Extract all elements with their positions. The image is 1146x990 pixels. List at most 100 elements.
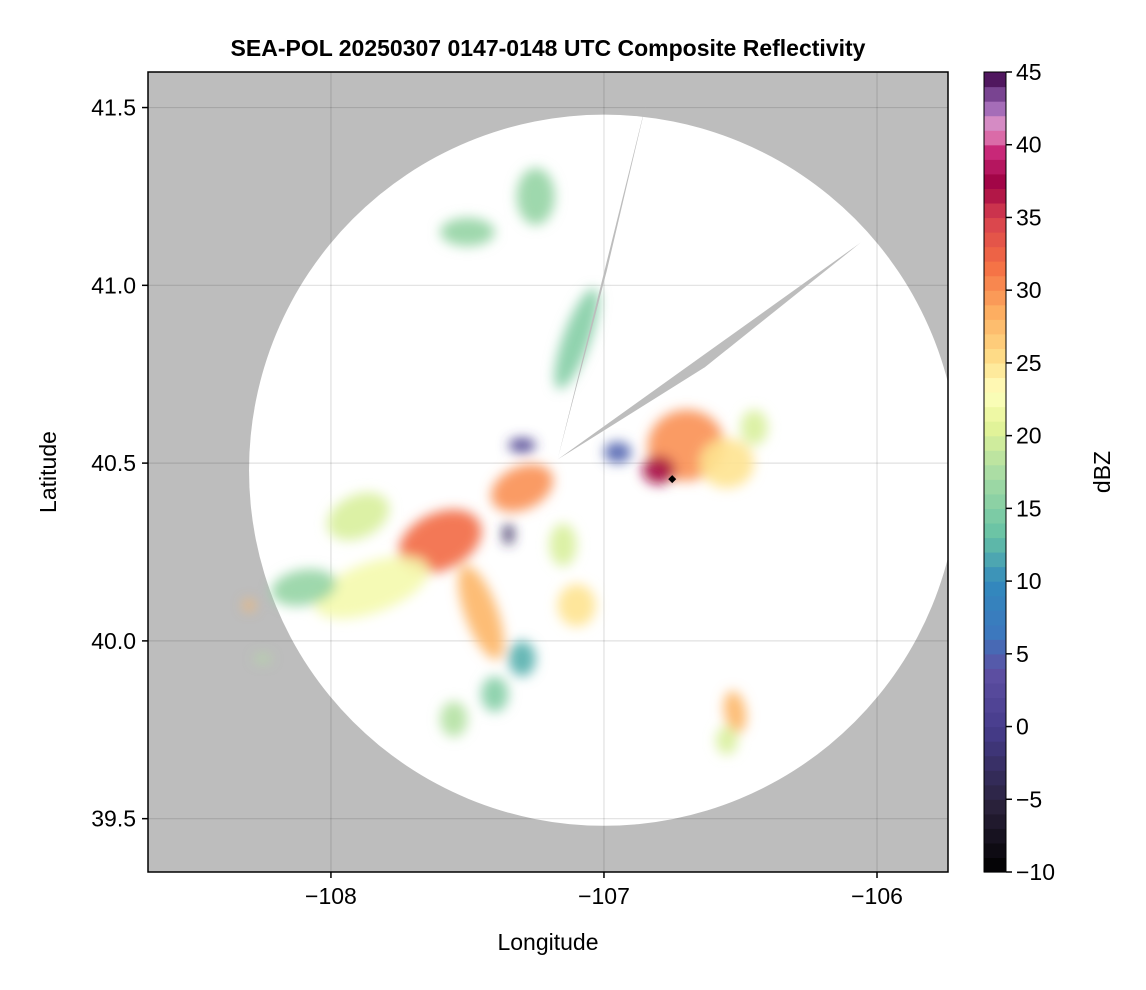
colorbar-segment	[984, 828, 1006, 844]
colorbar-tick-label: 25	[1016, 350, 1042, 376]
colorbar-tick-label: 15	[1016, 495, 1042, 521]
colorbar-segment	[984, 188, 1006, 204]
colorbar-frame	[983, 71, 1007, 873]
plot-area	[148, 72, 948, 872]
colorbar-segment	[984, 392, 1006, 408]
colorbar-segment	[984, 566, 1006, 582]
colorbar-segment	[984, 799, 1006, 815]
reflectivity-cell	[440, 217, 495, 247]
colorbar-segment	[984, 362, 1006, 379]
colorbar-segment	[984, 668, 1006, 684]
reflectivity-cell	[516, 168, 555, 225]
colorbar-segment	[984, 610, 1006, 626]
colorbar-tick-label: 0	[1016, 714, 1029, 740]
colorbar-tick-label: 35	[1016, 204, 1042, 230]
reflectivity-cell	[715, 726, 738, 755]
colorbar-segment	[984, 202, 1006, 219]
colorbar-segment	[984, 682, 1006, 699]
colorbar-segment	[984, 581, 1006, 597]
colorbar-segment	[984, 842, 1006, 859]
colorbar-segment	[984, 421, 1006, 437]
colorbar-segment	[984, 406, 1006, 422]
colorbar-tick-label: −5	[1016, 786, 1042, 812]
colorbar-segment	[984, 653, 1006, 669]
colorbar-segment	[984, 159, 1006, 175]
reflectivity-cell	[398, 509, 482, 574]
blocked-sector	[557, 242, 861, 460]
reflectivity-cells	[243, 168, 768, 755]
colorbar-segment	[984, 770, 1006, 786]
y-axis-label: Latitude	[35, 431, 61, 513]
colorbar-tick-label: 45	[1016, 59, 1042, 85]
colorbar-segment	[984, 624, 1006, 640]
colorbar-segment	[984, 726, 1006, 742]
reflectivity-cell	[557, 584, 596, 627]
colorbar-segment	[984, 319, 1006, 335]
colorbar-segment	[984, 712, 1006, 728]
colorbar-tick-label: 5	[1016, 641, 1029, 667]
colorbar-segment	[984, 639, 1006, 655]
reflectivity-cell	[458, 565, 505, 660]
reflectivity-cell	[440, 701, 468, 737]
reflectivity-cell	[549, 523, 577, 567]
colorbar-segment	[984, 290, 1006, 306]
y-tick-label: 39.5	[91, 806, 136, 832]
reflectivity-cell	[243, 600, 255, 611]
colorbar-segment	[984, 435, 1006, 451]
reflectivity-cell	[481, 676, 509, 712]
chart-title: SEA-POL 20250307 0147-0148 UTC Composite…	[231, 35, 866, 61]
colorbar-tick-label: 20	[1016, 423, 1042, 449]
reflectivity-cell	[740, 409, 768, 446]
reflectivity-cell	[508, 438, 536, 453]
x-axis-label: Longitude	[497, 929, 598, 955]
radar-coverage-disk	[249, 114, 948, 826]
colorbar-segment	[984, 261, 1006, 277]
colorbar-segment	[984, 493, 1006, 509]
colorbar-segment	[984, 144, 1006, 160]
y-axis-ticks: 39.5 40.0 40.5 41.0 41.5	[91, 95, 148, 832]
colorbar-segment	[984, 275, 1006, 291]
colorbar-segment	[984, 479, 1006, 495]
colorbar-segment	[984, 857, 1006, 873]
y-tick-label: 40.0	[91, 628, 136, 654]
y-tick-label: 40.5	[91, 450, 136, 476]
reflectivity-cell	[699, 438, 755, 488]
colorbar-segment	[984, 72, 1006, 88]
reflectivity-cell	[502, 523, 514, 545]
reflectivity-cell	[314, 556, 429, 619]
colorbar-segment	[984, 101, 1006, 117]
colorbar-segment	[984, 348, 1006, 364]
colorbar-segment	[984, 784, 1006, 800]
colorbar-segment	[984, 246, 1006, 262]
colorbar-segment	[984, 464, 1006, 480]
x-tick-label: −107	[578, 883, 630, 909]
y-tick-label: 41.0	[91, 272, 136, 298]
colorbar-segment	[984, 813, 1006, 829]
colorbar-segment	[984, 115, 1006, 131]
colorbar-segment	[984, 130, 1006, 146]
colorbar-segment	[984, 232, 1006, 248]
site-marker	[668, 475, 677, 484]
colorbar-segment	[984, 697, 1006, 713]
site-marker-layer	[668, 475, 677, 484]
colorbar-segment	[984, 741, 1006, 757]
colorbar-segment	[984, 522, 1006, 539]
colorbar-segment	[984, 537, 1006, 553]
blocked-sector	[557, 96, 648, 460]
x-axis-ticks: −108 −107 −106	[305, 872, 903, 909]
colorbar-label: dBZ	[1089, 451, 1115, 493]
colorbar-segment	[984, 450, 1006, 466]
reflectivity-cell	[508, 640, 536, 677]
colorbar-segment	[984, 595, 1006, 611]
x-tick-label: −108	[305, 883, 357, 909]
x-tick-label: −106	[851, 883, 903, 909]
reflectivity-cell	[327, 492, 390, 541]
colorbar-tick-label: 30	[1016, 277, 1042, 303]
colorbar-tick-label: 40	[1016, 132, 1042, 158]
reflectivity-cell	[723, 690, 747, 734]
reflectivity-cell	[254, 655, 271, 663]
colorbar-segment	[984, 86, 1006, 102]
colorbar-segment	[984, 304, 1006, 320]
blocked-sectors	[557, 96, 861, 460]
